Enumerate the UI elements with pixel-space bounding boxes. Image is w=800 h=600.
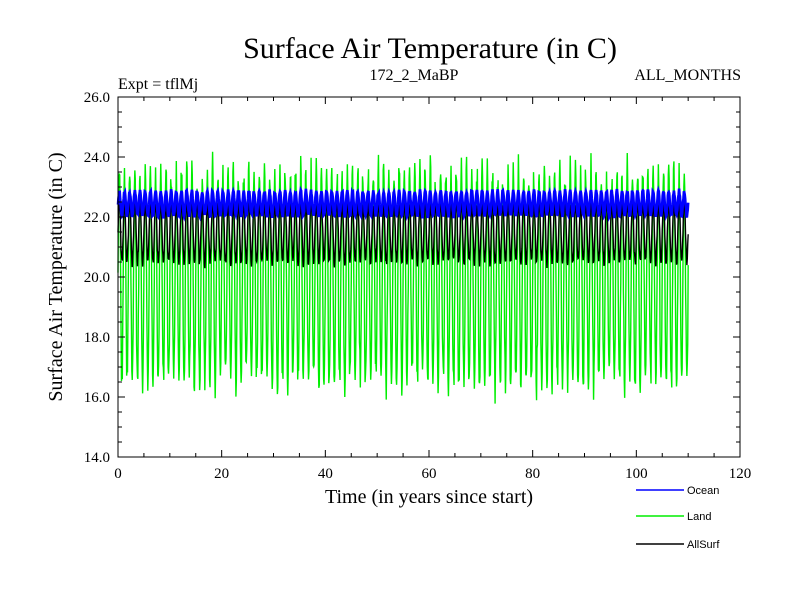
y-axis-label: Surface Air Temperature (in C): [45, 152, 67, 401]
x-axis-label: Time (in years since start): [325, 486, 533, 508]
series-line-ocean: [116, 185, 690, 223]
y-tick-label: 20.0: [84, 270, 110, 286]
chart-title: Surface Air Temperature (in C): [243, 32, 617, 65]
legend-label-allsurf: AllSurf: [687, 539, 720, 551]
x-tick-label: 0: [114, 466, 122, 482]
y-tick-label: 26.0: [84, 90, 110, 106]
x-axis: 0 20 40 60 80 100 120: [114, 97, 751, 482]
y-axis: 14.0 16.0 18.0 20.0 22.0 24.0 26.0: [84, 90, 740, 466]
x-tick-label: 80: [525, 466, 540, 482]
x-tick-label: 100: [625, 466, 648, 482]
y-tick-label: 14.0: [84, 450, 110, 466]
y-tick-label: 18.0: [84, 330, 110, 346]
legend-label-land: Land: [687, 511, 711, 523]
months-label: ALL_MONTHS: [634, 67, 741, 84]
y-tick-label: 24.0: [84, 150, 110, 166]
period-label: 172_2_MaBP: [370, 67, 459, 84]
experiment-label: Expt = tflMj: [118, 76, 198, 93]
legend-label-ocean: Ocean: [687, 485, 719, 497]
x-tick-label: 120: [729, 466, 752, 482]
series-line-land: [117, 151, 689, 404]
x-tick-label: 60: [422, 466, 437, 482]
legend: Ocean Land AllSurf: [636, 485, 720, 551]
y-tick-label: 16.0: [84, 390, 110, 406]
x-tick-label: 40: [318, 466, 333, 482]
y-tick-label: 22.0: [84, 210, 110, 226]
x-tick-label: 20: [214, 466, 229, 482]
plot-series: [116, 151, 690, 404]
